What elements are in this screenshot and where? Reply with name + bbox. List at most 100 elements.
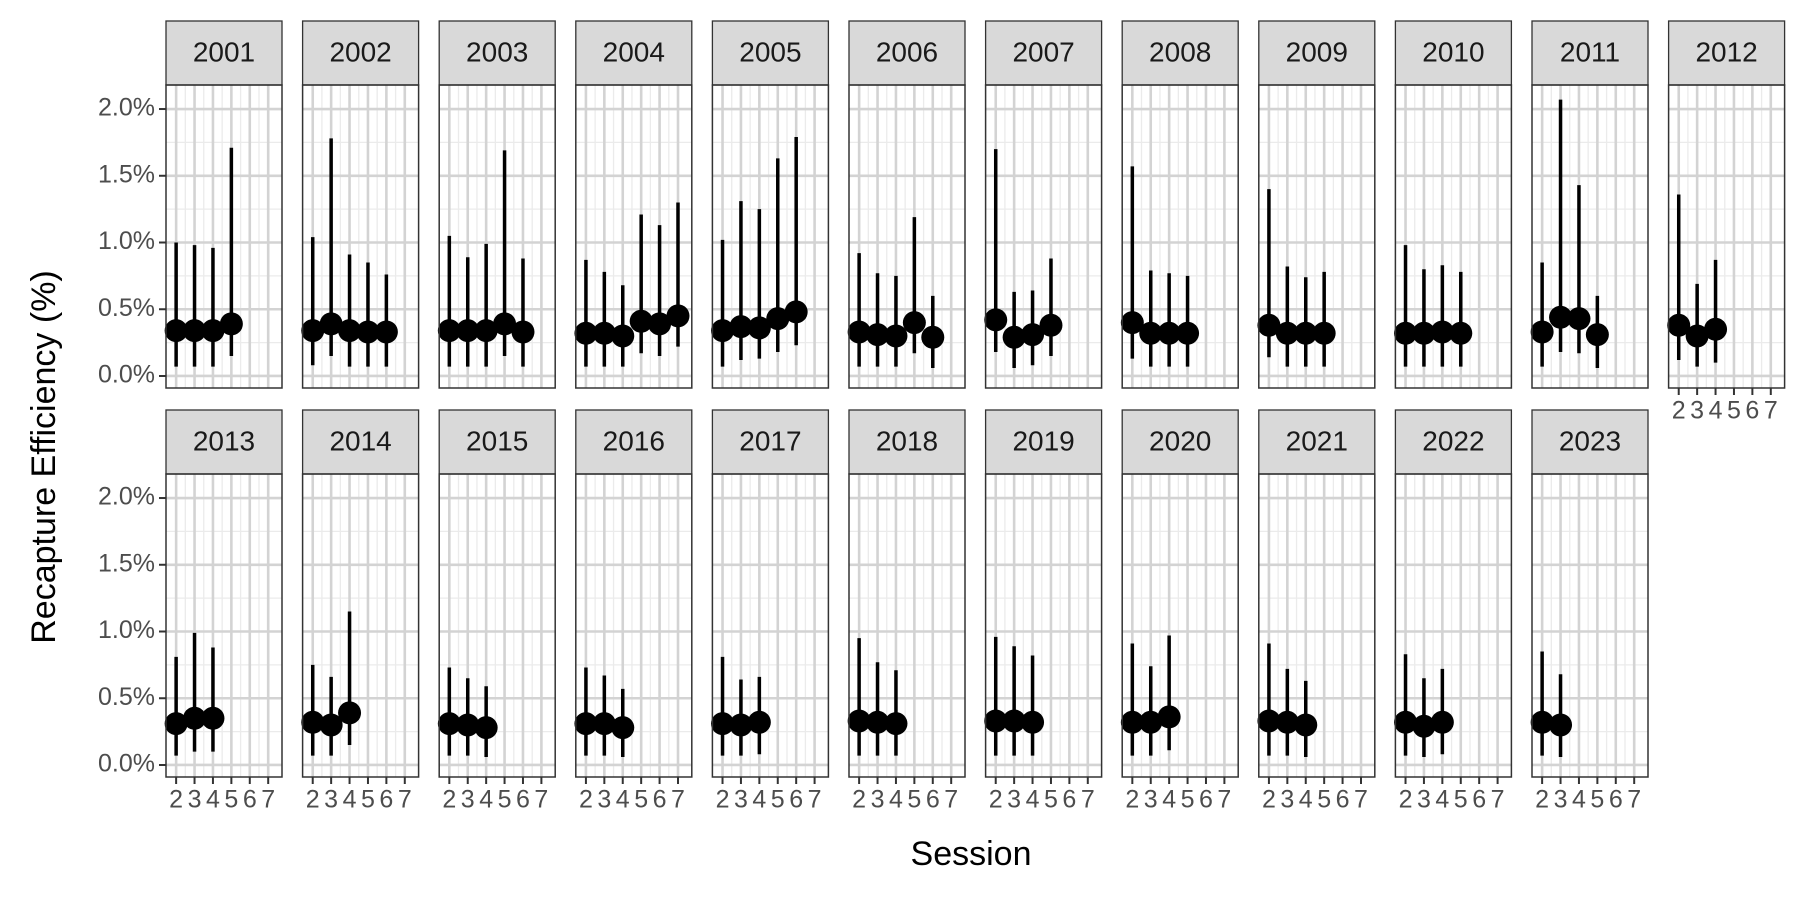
x-tick-label: 4 xyxy=(1162,786,1176,814)
x-tick-label: 3 xyxy=(871,786,885,814)
x-tick-label: 2 xyxy=(169,786,183,814)
strip xyxy=(1121,20,1239,86)
x-tick-label: 4 xyxy=(1572,786,1586,814)
point xyxy=(711,319,735,343)
x-tick-label: 7 xyxy=(944,786,958,814)
x-tick-label: 4 xyxy=(1026,786,1040,814)
x-tick-label: 4 xyxy=(1435,786,1449,814)
point xyxy=(201,319,225,343)
strip xyxy=(1394,409,1513,475)
x-tick-label: 2 xyxy=(1125,786,1139,814)
x-axis-title: Session xyxy=(911,835,1032,873)
x-tick-label: 6 xyxy=(243,786,257,814)
x-tick-label: 2 xyxy=(852,786,866,814)
point xyxy=(1685,324,1709,348)
point xyxy=(847,320,871,344)
x-tick-label: 2 xyxy=(1262,786,1276,814)
strip xyxy=(848,409,966,475)
x-tick-label: 2 xyxy=(1535,786,1549,814)
panel-border xyxy=(984,84,1103,389)
x-tick-label: 6 xyxy=(1472,786,1486,814)
x-tick-label: 4 xyxy=(889,786,903,814)
point xyxy=(338,701,362,725)
x-tick-label: 5 xyxy=(1454,786,1468,814)
y-tick-label: 1.5% xyxy=(98,160,155,188)
point xyxy=(1002,709,1026,733)
x-tick-label: 6 xyxy=(516,786,530,814)
panel-border xyxy=(301,473,420,778)
point xyxy=(711,712,735,736)
point xyxy=(629,309,653,333)
point xyxy=(574,712,598,736)
point xyxy=(1002,325,1026,349)
x-tick-label: 4 xyxy=(1709,397,1723,425)
x-tick-label: 2 xyxy=(716,786,730,814)
point xyxy=(1430,320,1454,344)
x-tick-label: 3 xyxy=(1144,786,1158,814)
strip xyxy=(984,409,1103,475)
x-tick-label: 2 xyxy=(989,786,1003,814)
x-tick-label: 5 xyxy=(634,786,648,814)
point xyxy=(847,709,871,733)
point xyxy=(1567,307,1591,331)
point xyxy=(1549,305,1573,329)
y-tick-label: 1.0% xyxy=(98,616,155,644)
y-tick-label: 1.0% xyxy=(98,227,155,255)
y-tick-label: 2.0% xyxy=(98,94,155,122)
strip-label: 2010 xyxy=(1422,36,1484,67)
strip-label: 2019 xyxy=(1012,425,1074,456)
point xyxy=(666,304,690,328)
point xyxy=(474,319,498,343)
point xyxy=(1430,710,1454,734)
point xyxy=(1394,710,1418,734)
panel-border xyxy=(1394,473,1513,778)
point xyxy=(1549,713,1573,737)
x-tick-label: 6 xyxy=(1745,397,1759,425)
point xyxy=(984,709,1008,733)
strip xyxy=(575,20,693,86)
strip xyxy=(848,20,966,86)
point xyxy=(866,323,890,347)
point xyxy=(474,716,498,740)
point xyxy=(729,713,753,737)
point xyxy=(1412,321,1436,345)
x-tick-label: 3 xyxy=(1690,397,1704,425)
x-tick-label: 6 xyxy=(379,786,393,814)
point xyxy=(1039,313,1063,337)
strip-label: 2015 xyxy=(466,425,528,456)
panel-border xyxy=(1258,473,1376,778)
point xyxy=(201,706,225,730)
x-tick-label: 6 xyxy=(1199,786,1213,814)
x-tick-label: 6 xyxy=(926,786,940,814)
point xyxy=(1294,713,1318,737)
strip xyxy=(711,20,830,86)
panel-border xyxy=(1258,84,1376,389)
point xyxy=(884,712,908,736)
panel-border xyxy=(575,473,693,778)
panel-border xyxy=(1667,84,1786,389)
x-tick-label: 5 xyxy=(1727,397,1741,425)
panel-border xyxy=(711,84,830,389)
x-tick-label: 7 xyxy=(398,786,412,814)
point xyxy=(648,312,672,336)
x-tick-label: 5 xyxy=(771,786,785,814)
strip-label: 2011 xyxy=(1560,36,1620,67)
point xyxy=(921,325,945,349)
point xyxy=(984,308,1008,332)
x-tick-label: 6 xyxy=(1336,786,1350,814)
x-tick-label: 4 xyxy=(343,786,357,814)
point xyxy=(1157,705,1181,729)
y-tick-label: 0.0% xyxy=(98,361,155,389)
point xyxy=(884,324,908,348)
x-tick-label: 2 xyxy=(306,786,320,814)
strip-label: 2012 xyxy=(1695,36,1757,67)
x-tick-label: 7 xyxy=(1354,786,1368,814)
panel-border xyxy=(1531,84,1649,389)
strip xyxy=(438,20,556,86)
x-tick-label: 5 xyxy=(1317,786,1331,814)
strip-label: 2021 xyxy=(1286,425,1348,456)
x-tick-label: 6 xyxy=(1062,786,1076,814)
panel-border xyxy=(848,473,966,778)
point xyxy=(784,300,808,324)
panel-border xyxy=(1394,84,1513,389)
